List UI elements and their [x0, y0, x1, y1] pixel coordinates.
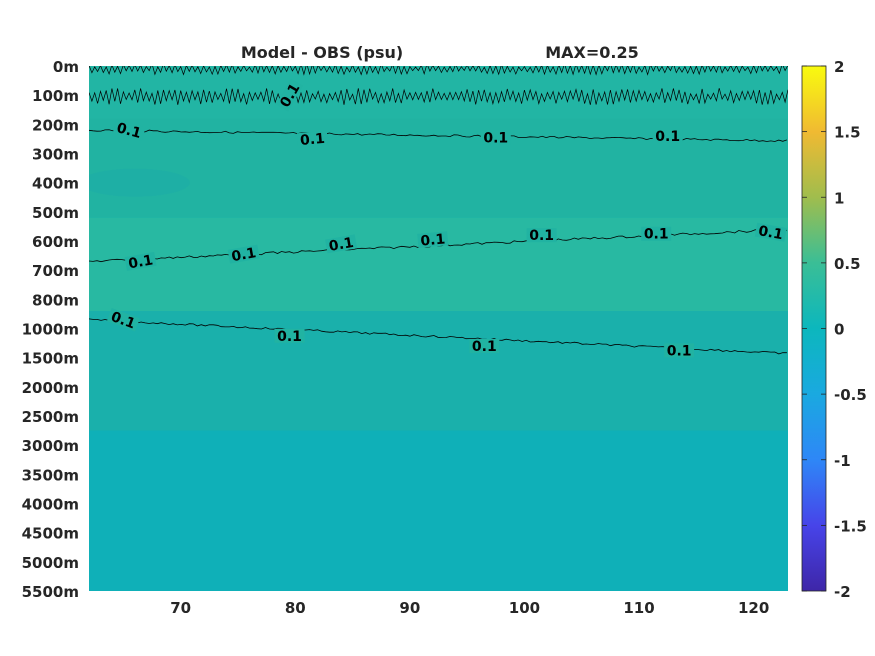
contour-label-bg: [469, 339, 500, 353]
chart-title: Model - OBS (psu): [241, 43, 403, 62]
contour-label: 0.1: [472, 339, 497, 355]
contour-label-bg: [417, 231, 449, 248]
contour-label-bg: [296, 130, 329, 148]
y-tick-label: 4000m: [22, 496, 79, 514]
contour-label-bg: [275, 78, 304, 112]
surface-contour: [89, 66, 788, 76]
y-tick-label: 200m: [32, 116, 79, 134]
y-axis-ticks: 0m 100m 200m 300m 400m 500m 600m 700m 800m 1000m 1…: [22, 58, 79, 601]
contour-label-bg: [325, 234, 358, 254]
contour-label: 0.1: [644, 227, 669, 243]
colorbar-tick-label: 0.5: [834, 255, 861, 273]
chart-max-label: MAX=0.25: [545, 43, 639, 62]
y-tick-label: 600m: [32, 233, 79, 251]
x-tick-label: 80: [285, 599, 306, 617]
contour-label: 0.1: [757, 223, 784, 243]
heatmap-band: [89, 430, 788, 591]
y-tick-label: 800m: [32, 291, 79, 309]
heatmap-bands: [89, 66, 788, 591]
y-tick-label: 5500m: [22, 583, 79, 601]
y-tick-label: 5000m: [22, 554, 79, 572]
contour-label-bg: [526, 228, 557, 243]
contour-label-bg: [106, 308, 140, 332]
heatmap-anomaly: [89, 168, 190, 197]
contour-label-bg: [112, 119, 146, 141]
y-tick-label: 2500m: [22, 408, 79, 426]
contour-label: 0.1: [115, 120, 143, 142]
colorbar-tick-label: 1: [834, 189, 844, 207]
y-tick-label: 500m: [32, 204, 79, 222]
heatmap-plot-area: 0.1 0.1 0.1 0.1 0.1 0.1 0.1 0.1 0.1 0.1 0.1 0.1 0.1 0…: [89, 66, 788, 591]
x-tick-label: 110: [623, 599, 654, 617]
contour-label: 0.1: [299, 131, 325, 149]
contour-label: 0.1: [127, 252, 154, 272]
y-tick-label: 100m: [32, 87, 79, 105]
x-tick-label: 100: [509, 599, 540, 617]
contour-label: 0.1: [483, 130, 508, 146]
colorbar-tick-label: 2: [834, 58, 844, 76]
y-tick-label: 0m: [53, 58, 79, 76]
heatmap-band: [89, 118, 788, 218]
y-tick-label: 3500m: [22, 466, 79, 484]
contour-label-bg: [754, 222, 787, 242]
y-tick-label: 300m: [32, 146, 79, 164]
contour-100m: [89, 88, 788, 106]
colorbar-tick-label: -2: [834, 583, 851, 601]
colorbar-tick-label: -0.5: [834, 386, 867, 404]
colorbar-tick-label: 0: [834, 321, 844, 339]
contour-label: 0.1: [655, 129, 680, 145]
y-tick-label: 700m: [32, 262, 79, 280]
x-tick-label: 70: [170, 599, 191, 617]
contour-label-bg: [227, 244, 260, 264]
contour-label-bg: [652, 129, 683, 143]
y-tick-label: 3000m: [22, 437, 79, 455]
x-tick-label: 90: [399, 599, 420, 617]
contour-label: 0.1: [230, 245, 257, 265]
colorbar-tick-label: -1.5: [834, 517, 867, 535]
y-tick-label: 4500m: [22, 525, 79, 543]
y-tick-label: 1000m: [22, 321, 79, 339]
contour-label-bg: [641, 226, 672, 241]
contour-label: 0.1: [420, 231, 446, 249]
y-tick-label: 400m: [32, 175, 79, 193]
contour-label: 0.1: [109, 309, 138, 333]
contour-label: 0.1: [529, 228, 554, 244]
contour-label: 0.1: [328, 235, 355, 255]
colorbar-ticks: 2 1.5 1 0.5 0 -0.5 -1 -1.5 -2: [802, 58, 867, 601]
y-tick-label: 1500m: [22, 350, 79, 368]
x-tick-label: 120: [738, 599, 769, 617]
contour-label: 0.1: [277, 329, 302, 345]
x-axis-ticks: 70 80 90 100 110 120: [170, 599, 769, 617]
colorbar: 2 1.5 1 0.5 0 -0.5 -1 -1.5 -2: [801, 58, 867, 601]
contour-label-bg: [274, 328, 305, 343]
contour-label-bg: [124, 251, 157, 271]
contour-label-bg: [480, 130, 511, 145]
heatmap-band: [89, 311, 788, 431]
colorbar-tick-label: -1: [834, 452, 851, 470]
contour-label: 0.1: [667, 343, 692, 359]
contour-labels: 0.1 0.1 0.1 0.1 0.1 0.1 0.1 0.1 0.1 0.1 0.1 0.1 0.1 0…: [106, 78, 787, 359]
colorbar-tick-label: 1.5: [834, 124, 861, 142]
contour-label-bg: [664, 343, 695, 358]
y-tick-label: 2000m: [22, 379, 79, 397]
